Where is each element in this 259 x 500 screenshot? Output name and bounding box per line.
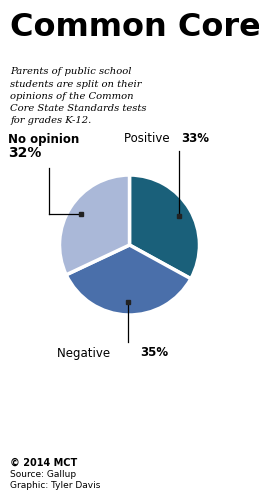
- Text: 33%: 33%: [181, 132, 209, 145]
- Text: Source: Gallup: Source: Gallup: [10, 470, 76, 479]
- Wedge shape: [130, 175, 199, 279]
- Text: © 2014 MCT: © 2014 MCT: [10, 458, 78, 468]
- Wedge shape: [66, 245, 191, 315]
- Text: Parents of public school
students are split on their
opinions of the Common
Core: Parents of public school students are sp…: [10, 68, 147, 125]
- Text: 32%: 32%: [8, 146, 41, 160]
- Text: Negative: Negative: [57, 346, 114, 360]
- Text: 35%: 35%: [140, 346, 168, 360]
- Text: Graphic: Tyler Davis: Graphic: Tyler Davis: [10, 481, 101, 490]
- Text: Common Core: Common Core: [10, 12, 259, 44]
- Wedge shape: [60, 175, 130, 275]
- Text: Positive: Positive: [124, 132, 174, 145]
- Text: No opinion: No opinion: [8, 132, 79, 145]
